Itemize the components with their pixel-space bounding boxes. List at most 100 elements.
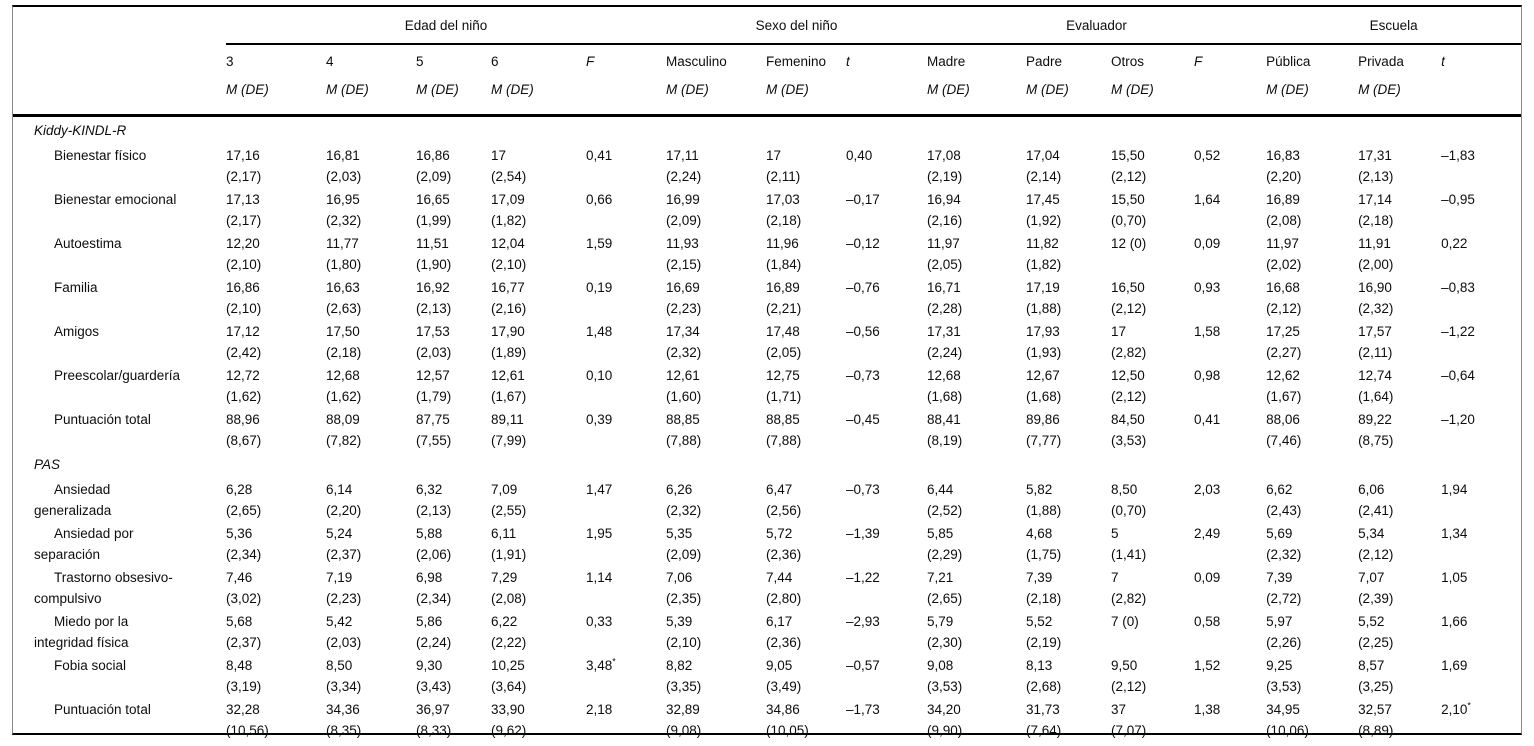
stat-value: 0,41 bbox=[586, 148, 613, 163]
data-cell: 33,90 (9,62) bbox=[491, 697, 586, 741]
cell-mean: 6,62 bbox=[1266, 482, 1293, 497]
empty-line bbox=[846, 430, 927, 451]
cell-sd: (1,67) bbox=[491, 389, 527, 404]
stat-value: 0,66 bbox=[586, 192, 613, 207]
data-cell: 16,90 (2,32) bbox=[1358, 275, 1441, 319]
cell-sd: (2,12) bbox=[1111, 679, 1147, 694]
cell-mean: 34,36 bbox=[326, 702, 360, 717]
empty-line bbox=[586, 386, 666, 407]
stat-cell: 2,49 bbox=[1194, 521, 1266, 565]
cell-sd: (2,41) bbox=[1358, 503, 1394, 518]
cell-sd: (2,39) bbox=[1358, 591, 1394, 606]
cell-sd: (7,99) bbox=[491, 433, 527, 448]
cell-mean: 31,73 bbox=[1026, 702, 1060, 717]
stat-value: 0,19 bbox=[586, 280, 613, 295]
empty-line bbox=[586, 676, 666, 697]
column-header: 3 bbox=[226, 54, 234, 69]
cell-mean: 5,97 bbox=[1266, 614, 1293, 629]
cell-sd: (8,33) bbox=[416, 723, 452, 738]
cell-sd: (2,24) bbox=[416, 635, 452, 650]
cell-sd: (7,07) bbox=[1111, 723, 1147, 738]
stat-cell: –0,76 bbox=[846, 275, 927, 319]
stat-cell: –1,20 bbox=[1441, 407, 1521, 451]
data-cell: 17 (2,82) bbox=[1111, 319, 1194, 363]
data-cell: 4,68 (1,75) bbox=[1026, 521, 1111, 565]
data-cell: 8,50 (0,70) bbox=[1111, 477, 1194, 521]
cell-sd: (2,05) bbox=[766, 345, 802, 360]
cell-mean: 7,39 bbox=[1026, 570, 1053, 585]
stat-value: –0,83 bbox=[1441, 280, 1475, 295]
cell-mean: 88,06 bbox=[1266, 412, 1300, 427]
empty-line bbox=[846, 720, 927, 741]
cell-sd: (2,65) bbox=[927, 591, 963, 606]
data-cell: 89,22 (8,75) bbox=[1358, 407, 1441, 451]
cell-sd: (8,89) bbox=[1358, 723, 1394, 738]
stat-value: 0,41 bbox=[1194, 412, 1221, 427]
cell-mean: 17,34 bbox=[666, 324, 700, 339]
data-cell: 11,97 (2,05) bbox=[927, 231, 1026, 275]
cell-mean: 7,39 bbox=[1266, 570, 1293, 585]
empty-line bbox=[846, 588, 927, 609]
cell-mean: 12,20 bbox=[226, 236, 260, 251]
data-cell: 7,09 (2,55) bbox=[491, 477, 586, 521]
cell-sd: (2,03) bbox=[326, 635, 362, 650]
empty-line bbox=[586, 298, 666, 319]
cell-sd: (2,10) bbox=[226, 257, 262, 272]
cell-mean: 5,52 bbox=[1026, 614, 1053, 629]
stat-cell: 1,48 bbox=[586, 319, 666, 363]
cell-sd: (3,25) bbox=[1358, 679, 1394, 694]
stat-value: –1,73 bbox=[846, 702, 880, 717]
cell-mean: 16,65 bbox=[416, 192, 450, 207]
cell-sd: (2,14) bbox=[1026, 169, 1062, 184]
cell-sd: (2,18) bbox=[326, 345, 362, 360]
data-cell: 16,83 (2,20) bbox=[1266, 143, 1358, 187]
cell-sd: (2,34) bbox=[226, 547, 262, 562]
cell-sd: (2,16) bbox=[927, 213, 963, 228]
cell-mean: 7,21 bbox=[927, 570, 954, 585]
stat-cell: 0,58 bbox=[1194, 609, 1266, 653]
data-cell: 34,20 (9,90) bbox=[927, 697, 1026, 741]
data-cell: 5,97 (2,26) bbox=[1266, 609, 1358, 653]
cell-sd: (2,37) bbox=[326, 547, 362, 562]
empty-line bbox=[586, 166, 666, 187]
stat-cell: 1,05 bbox=[1441, 565, 1521, 609]
paper-table-frame: Edad del niño Sexo del niño Evaluador Escue… bbox=[12, 5, 1522, 738]
data-cell: 6,98 (2,34) bbox=[416, 565, 491, 609]
cell-mean: 15,50 bbox=[1111, 192, 1145, 207]
column-header: 6 bbox=[491, 54, 499, 69]
empty-line bbox=[1441, 500, 1521, 521]
row-label: Bienestar físico bbox=[54, 148, 147, 163]
section-row: PAS bbox=[13, 451, 1521, 477]
cell-mean: 5,68 bbox=[226, 614, 253, 629]
empty-line bbox=[846, 500, 927, 521]
cell-sd: (1,62) bbox=[326, 389, 362, 404]
data-cell: 84,50 (3,53) bbox=[1111, 407, 1194, 451]
column-header: Pública bbox=[1266, 54, 1311, 69]
cell-sd: (2,20) bbox=[1266, 169, 1302, 184]
cell-sd: (2,00) bbox=[1358, 257, 1394, 272]
cell-sd: (1,93) bbox=[1026, 345, 1062, 360]
column-header: Privada bbox=[1358, 54, 1404, 69]
stat-value: 0,39 bbox=[586, 412, 613, 427]
data-cell: 5,34 (2,12) bbox=[1358, 521, 1441, 565]
stat-value: –0,95 bbox=[1441, 192, 1475, 207]
empty-line bbox=[1194, 166, 1266, 187]
data-cell: 7,19 (2,23) bbox=[326, 565, 416, 609]
cell-mean: 16,50 bbox=[1111, 280, 1145, 295]
stat-cell: 0,33 bbox=[586, 609, 666, 653]
stat-value: 3,48* bbox=[586, 656, 616, 673]
stat-cell: –0,17 bbox=[846, 187, 927, 231]
row-label-column-header bbox=[13, 44, 226, 75]
significance-asterisk: * bbox=[612, 656, 616, 667]
data-cell: 6,14 (2,20) bbox=[326, 477, 416, 521]
data-cell: 12,50 (2,12) bbox=[1111, 363, 1194, 407]
cell-sd bbox=[1111, 632, 1194, 653]
cell-sd: (7,46) bbox=[1266, 433, 1302, 448]
data-cell: 17,45 (1,92) bbox=[1026, 187, 1111, 231]
stat-cell: –2,93 bbox=[846, 609, 927, 653]
stat-value: –0,73 bbox=[846, 368, 880, 383]
cell-sd: (8,75) bbox=[1358, 433, 1394, 448]
cell-mean: 16,99 bbox=[666, 192, 700, 207]
stat-cell: –1,39 bbox=[846, 521, 927, 565]
data-cell: 6,06 (2,41) bbox=[1358, 477, 1441, 521]
